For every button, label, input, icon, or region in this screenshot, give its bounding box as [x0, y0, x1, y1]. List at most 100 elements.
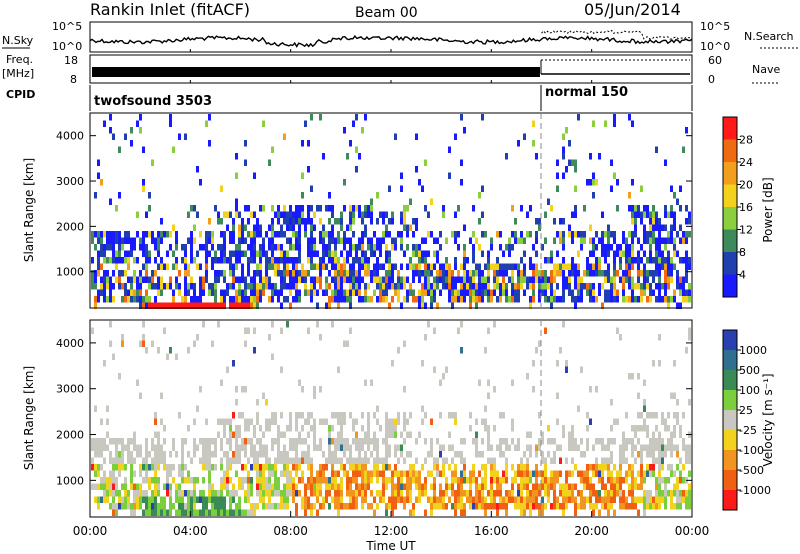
power-cell: [370, 296, 373, 303]
power-cell: [487, 263, 490, 270]
velocity-cell: [301, 477, 304, 484]
velocity-cell: [313, 444, 316, 451]
power-cell: [547, 257, 550, 264]
velocity-cell: [118, 490, 121, 497]
velocity-cell: [634, 496, 637, 503]
power-cell: [463, 270, 466, 277]
power-cell: [328, 283, 331, 290]
power-cell: [325, 302, 328, 309]
velocity-cell: [535, 496, 538, 503]
power-cell: [247, 263, 250, 270]
velocity-cell: [235, 457, 238, 464]
velocity-cell: [388, 431, 391, 438]
power-cell: [427, 289, 430, 296]
power-cell: [562, 289, 565, 296]
velocity-cell: [652, 431, 655, 438]
power-cell: [145, 250, 148, 257]
velocity-cell: [538, 444, 541, 451]
velocity-cell: [361, 483, 364, 490]
power-cell: [154, 257, 157, 264]
velocity-cell: [490, 444, 493, 451]
power-cell: [298, 211, 301, 218]
velocity-cell: [637, 392, 640, 399]
velocity-cell: [514, 503, 517, 510]
velocity-cell: [439, 379, 442, 386]
power-cell: [511, 276, 514, 283]
velocity-cell: [343, 444, 346, 451]
velocity-cell: [361, 444, 364, 451]
power-cell: [427, 270, 430, 277]
power-cell: [91, 257, 94, 264]
velocity-cell: [595, 386, 598, 393]
velocity-cell: [199, 457, 202, 464]
velocity-cell: [391, 360, 394, 367]
power-cell: [628, 263, 631, 270]
velocity-cell: [670, 438, 673, 445]
velocity-cell: [157, 509, 160, 516]
velocity-cell: [208, 470, 211, 477]
velocity-cell: [475, 418, 478, 425]
velocity-cell: [607, 438, 610, 445]
power-cell: [541, 270, 544, 277]
velocity-cell: [541, 451, 544, 458]
velocity-cell: [601, 483, 604, 490]
velocity-cell: [364, 483, 367, 490]
velocity-cell: [457, 503, 460, 510]
velocity-cell: [421, 360, 424, 367]
power-cell: [328, 231, 331, 238]
power-cell: [358, 244, 361, 251]
power-cell: [562, 296, 565, 303]
power-cell: [250, 296, 253, 303]
velocity-cell: [295, 509, 298, 516]
velocity-cell: [487, 392, 490, 399]
power-cell: [562, 218, 565, 225]
power-cell: [391, 218, 394, 225]
power-cell: [256, 250, 259, 257]
power-cell: [664, 211, 667, 218]
power-cell: [658, 244, 661, 251]
velocity-cell: [319, 438, 322, 445]
velocity-cell: [262, 451, 265, 458]
power-cell: [139, 114, 142, 121]
velocity-cell: [103, 438, 106, 445]
nsky-right-tick-bottom: 10^0: [700, 40, 730, 53]
velocity-cell: [307, 503, 310, 510]
velocity-cell: [208, 464, 211, 471]
velocity-cell: [490, 490, 493, 497]
power-cell: [271, 250, 274, 257]
velocity-cell: [451, 477, 454, 484]
power-cell: [364, 263, 367, 270]
velocity-cell: [316, 509, 319, 516]
velocity-cell: [688, 503, 691, 510]
velocity-cell: [559, 347, 562, 354]
velocity-cell: [460, 470, 463, 477]
power-cell: [328, 244, 331, 251]
velocity-cell: [421, 464, 424, 471]
power-cell: [322, 237, 325, 244]
power-cell: [637, 283, 640, 290]
velocity-cell: [385, 451, 388, 458]
power-cell: [424, 237, 427, 244]
velocity-cell: [580, 451, 583, 458]
velocity-cell: [124, 496, 127, 503]
power-cell: [355, 289, 358, 296]
power-cell: [262, 237, 265, 244]
power-cell: [547, 283, 550, 290]
power-cell: [106, 237, 109, 244]
velocity-cell: [193, 444, 196, 451]
power-cell: [295, 257, 298, 264]
velocity-cell: [313, 425, 316, 432]
velocity-cell: [625, 438, 628, 445]
cpid-panel: CPID twofsound 3503 normal 150: [6, 85, 693, 111]
power-cell: [250, 302, 253, 309]
velocity-cell: [613, 477, 616, 484]
velocity-cell: [289, 418, 292, 425]
power-cell: [562, 263, 565, 270]
power-cell: [157, 250, 160, 257]
power-cell: [550, 302, 553, 309]
velocity-cell: [346, 438, 349, 445]
velocity-cell: [589, 503, 592, 510]
velocity-cell: [217, 321, 220, 328]
velocity-cell: [673, 483, 676, 490]
power-cell: [508, 237, 511, 244]
